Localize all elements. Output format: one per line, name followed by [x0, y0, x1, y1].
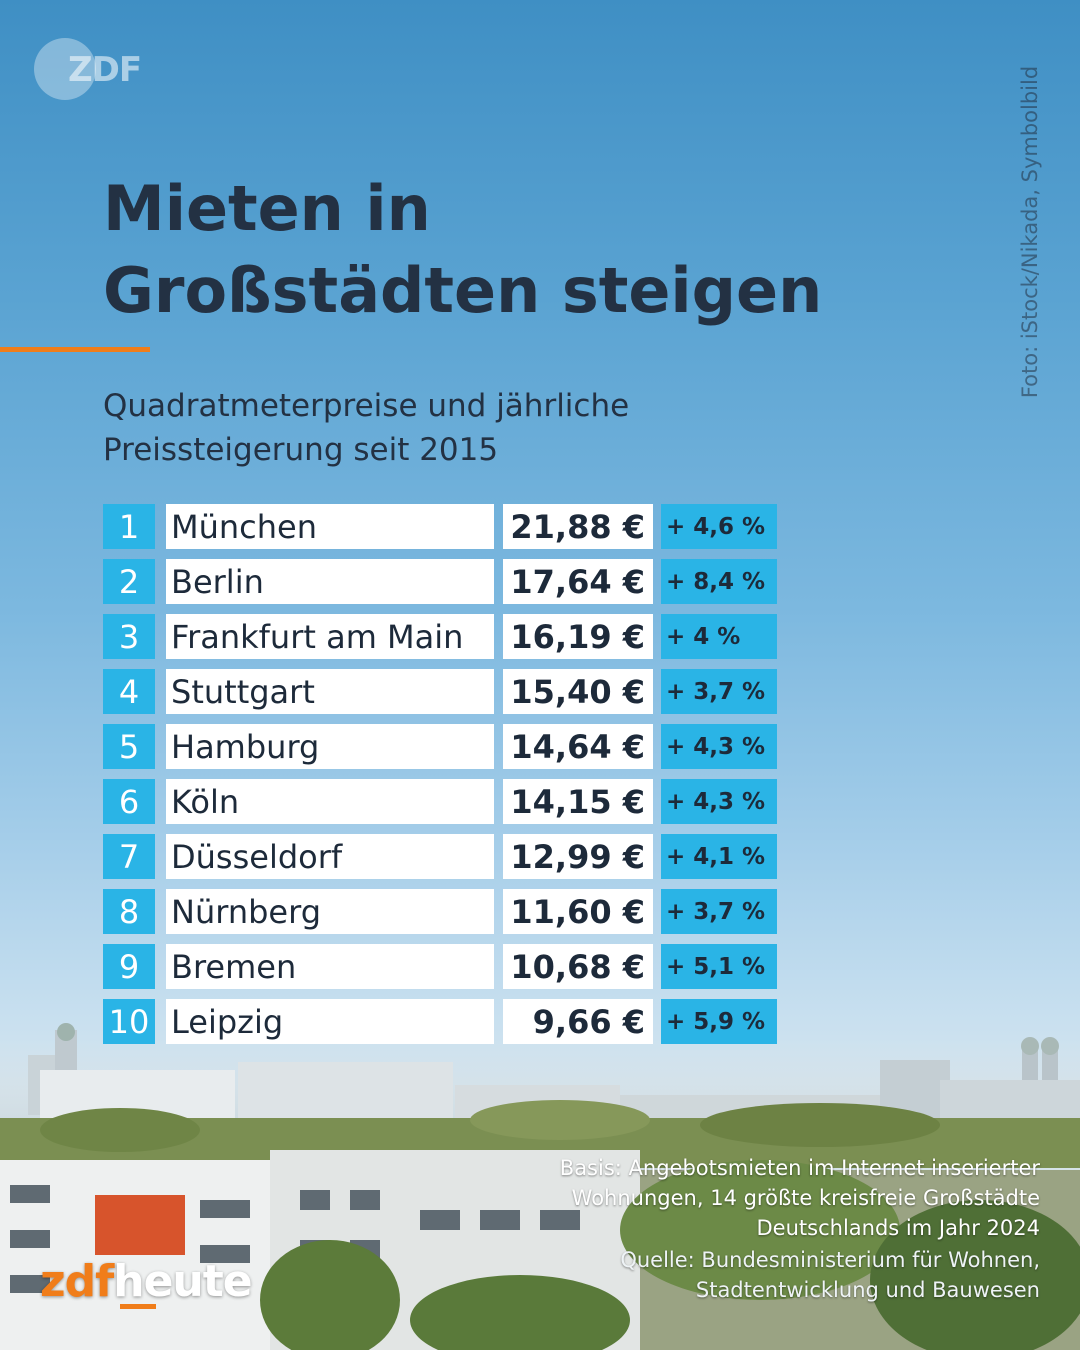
change-cell: + 3,7 % [661, 669, 777, 714]
rank-cell: 5 [103, 724, 155, 769]
rank-cell: 8 [103, 889, 155, 934]
change-cell: + 8,4 % [661, 559, 777, 604]
price-cell: 14,15 € [503, 779, 653, 824]
rank-cell: 2 [103, 559, 155, 604]
rank-cell: 3 [103, 614, 155, 659]
city-cell: Stuttgart [166, 669, 494, 714]
change-cell: + 4,1 % [661, 834, 777, 879]
source-note: Quelle: Bundesministerium für Wohnen, St… [440, 1245, 1040, 1305]
source-line-1: Quelle: Bundesministerium für Wohnen, [620, 1248, 1040, 1272]
change-cell: + 4,3 % [661, 724, 777, 769]
subtitle-line-1: Quadratmeterpreise und jährliche [103, 388, 630, 424]
city-cell: Hamburg [166, 724, 494, 769]
footnotes: Basis: Angebotsmieten im Internet inseri… [440, 1153, 1040, 1305]
basis-line-1: Basis: Angebotsmieten im Internet inseri… [559, 1156, 1040, 1180]
city-cell: Köln [166, 779, 494, 824]
price-cell: 10,68 € [503, 944, 653, 989]
city-cell: Bremen [166, 944, 494, 989]
price-cell: 16,19 € [503, 614, 653, 659]
zdf-logo-circle-icon [34, 38, 96, 100]
city-cell: Frankfurt am Main [166, 614, 494, 659]
change-cell: + 4 % [661, 614, 777, 659]
rank-cell: 7 [103, 834, 155, 879]
price-cell: 17,64 € [503, 559, 653, 604]
change-cell: + 3,7 % [661, 889, 777, 934]
zdfheute-logo-heute: heute [113, 1256, 252, 1307]
price-cell: 11,60 € [503, 889, 653, 934]
zdfheute-logo-zdf: zdf [40, 1256, 114, 1307]
zdfheute-underline [120, 1304, 156, 1309]
source-line-2: Stadtentwicklung und Bauwesen [695, 1278, 1040, 1302]
rank-cell: 6 [103, 779, 155, 824]
change-cell: + 5,9 % [661, 999, 777, 1044]
page-title: Mieten in Großstädten steigen [103, 168, 863, 332]
basis-line-2: Wohnungen, 14 größte kreisfreie Großstäd… [571, 1186, 1040, 1210]
zdf-logo: ZDF [68, 50, 142, 90]
city-cell: München [166, 504, 494, 549]
change-cell: + 5,1 % [661, 944, 777, 989]
price-cell: 12,99 € [503, 834, 653, 879]
subtitle: Quadratmeterpreise und jährliche Preisst… [103, 384, 863, 472]
change-cell: + 4,3 % [661, 779, 777, 824]
rank-cell: 1 [103, 504, 155, 549]
basis-line-3: Deutschlands im Jahr 2024 [756, 1216, 1040, 1240]
price-cell: 14,64 € [503, 724, 653, 769]
city-cell: Nürnberg [166, 889, 494, 934]
basis-note: Basis: Angebotsmieten im Internet inseri… [440, 1153, 1040, 1243]
zdfheute-logo: zdfheute [40, 1256, 253, 1307]
price-cell: 15,40 € [503, 669, 653, 714]
rank-cell: 4 [103, 669, 155, 714]
price-cell: 9,66 € [503, 999, 653, 1044]
title-line-1: Mieten in [103, 172, 431, 245]
price-cell: 21,88 € [503, 504, 653, 549]
rank-cell: 9 [103, 944, 155, 989]
city-cell: Berlin [166, 559, 494, 604]
change-cell: + 4,6 % [661, 504, 777, 549]
title-line-2: Großstädten steigen [103, 254, 823, 327]
photo-credit: Foto: iStock/Nikada, Symbolbild [1018, 65, 1042, 399]
rank-cell: 10 [103, 999, 155, 1044]
accent-divider [0, 347, 150, 352]
city-cell: Düsseldorf [166, 834, 494, 879]
subtitle-line-2: Preissteigerung seit 2015 [103, 432, 499, 468]
city-cell: Leipzig [166, 999, 494, 1044]
